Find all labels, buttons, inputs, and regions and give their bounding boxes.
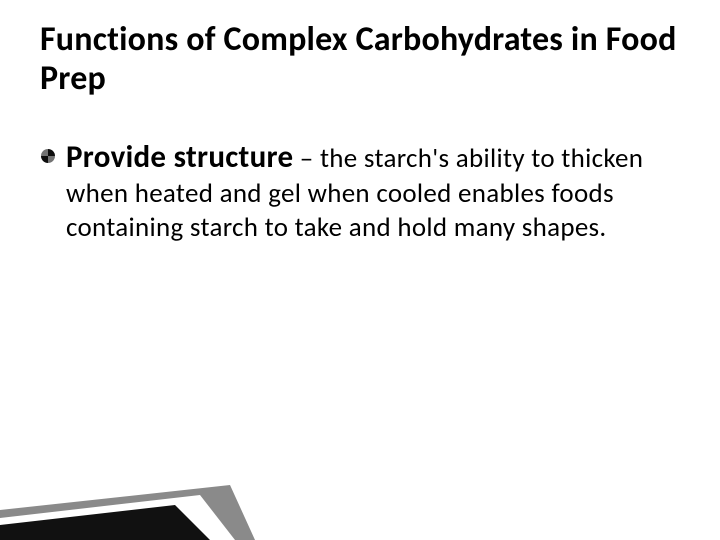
bullet-text: Provide structure – the starch's ability… (66, 138, 670, 244)
body-area: Provide structure – the starch's ability… (40, 138, 680, 244)
slide: Functions of Complex Carbohydrates in Fo… (0, 0, 720, 540)
corner-accent (0, 460, 280, 540)
slide-title: Functions of Complex Carbohydrates in Fo… (40, 20, 680, 98)
pinwheel-icon (40, 148, 56, 164)
bullet-lead: Provide structure (66, 138, 293, 176)
bullet-item: Provide structure – the starch's ability… (66, 138, 670, 244)
